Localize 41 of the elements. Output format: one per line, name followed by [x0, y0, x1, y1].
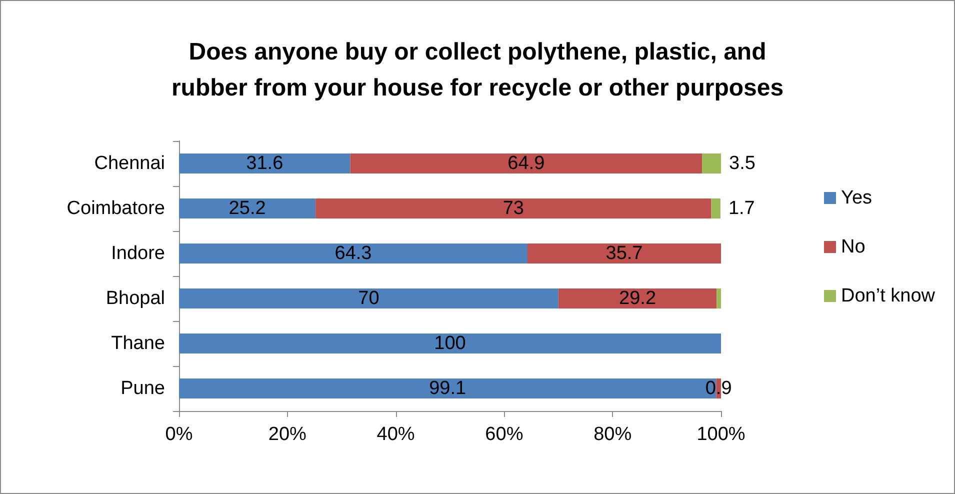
bar — [179, 288, 558, 308]
data-label: 29.2 — [619, 288, 656, 309]
x-tick-label: 100% — [696, 424, 746, 445]
y-tick-label: Chennai — [94, 153, 165, 174]
legend-label: Don’t know — [841, 286, 936, 306]
bar — [711, 198, 720, 218]
legend-label: No — [841, 236, 866, 258]
data-label: 3.5 — [729, 153, 756, 174]
bar — [350, 154, 702, 174]
x-tick-label: 0% — [165, 424, 193, 445]
bar — [179, 244, 528, 264]
bar — [316, 198, 712, 218]
y-tick-label: Pune — [120, 378, 165, 399]
data-label: 35.7 — [606, 243, 643, 264]
data-label: 64.3 — [334, 243, 372, 264]
data-label: 64.9 — [508, 153, 545, 174]
x-tick-label: 80% — [594, 424, 632, 445]
y-tick-label: Indore — [111, 243, 165, 264]
data-label: 31.6 — [246, 153, 284, 174]
y-tick-label: Coimbatore — [66, 198, 165, 219]
x-tick-label: 40% — [376, 424, 415, 445]
legend-label: Yes — [841, 188, 872, 208]
bar — [702, 154, 721, 174]
bar — [179, 198, 316, 218]
bar — [179, 334, 721, 354]
bar — [558, 288, 717, 308]
y-tick-label: Thane — [111, 333, 165, 354]
data-label: 100 — [434, 333, 466, 354]
y-tick-label: Bhopal — [106, 288, 165, 309]
chart-title: Does anyone buy or collect polythene, plastic, and rubber from your house for recycle or other purposes — [171, 38, 784, 102]
data-label: 99.1 — [429, 378, 466, 399]
bar — [716, 288, 721, 308]
bar — [179, 154, 350, 174]
data-label: 25.2 — [228, 198, 266, 219]
bar — [528, 244, 721, 264]
data-label: 1.7 — [728, 198, 755, 219]
data-label: 0.9 — [705, 378, 732, 399]
x-tick-label: 20% — [268, 424, 307, 445]
x-tick-label: 60% — [485, 424, 524, 445]
data-label: 73 — [502, 198, 524, 219]
data-label: 70 — [358, 288, 380, 309]
